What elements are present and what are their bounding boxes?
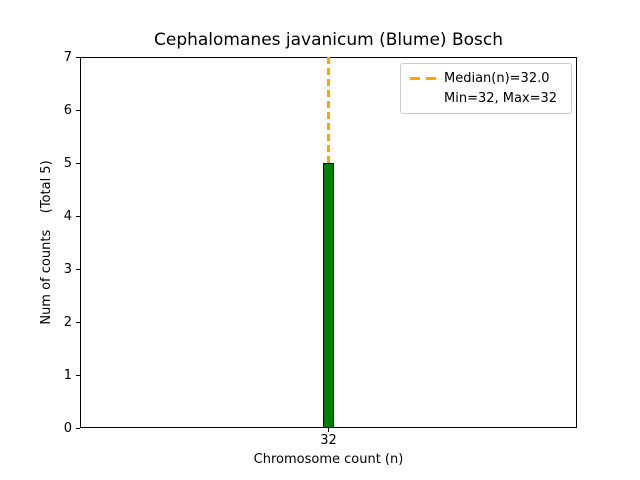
y-tick-mark	[76, 269, 80, 270]
y-tick-mark	[76, 163, 80, 164]
legend-item-minmax: Min=32, Max=32	[410, 89, 563, 108]
y-tick-mark	[76, 375, 80, 376]
y-tick-mark	[76, 57, 80, 58]
y-tick-mark	[76, 428, 80, 429]
legend-swatch-spacer	[410, 97, 436, 100]
chart-figure: Cephalomanes javanicum (Blume) Bosch 32 …	[0, 0, 640, 480]
y-tick-mark	[76, 110, 80, 111]
median-dashed-line-swatch	[410, 77, 436, 80]
legend-item-median: Median(n)=32.0	[410, 69, 563, 88]
chart-title: Cephalomanes javanicum (Blume) Bosch	[80, 29, 577, 51]
y-axis-label: Num of counts (Total 5)	[37, 57, 56, 428]
y-tick-mark	[76, 216, 80, 217]
legend-median-label: Median(n)=32.0	[444, 69, 550, 88]
x-axis-label: Chromosome count (n)	[80, 452, 577, 468]
y-tick-mark	[76, 322, 80, 323]
histogram-bar	[323, 163, 334, 428]
x-tick-label: 32	[309, 433, 349, 448]
legend-minmax-label: Min=32, Max=32	[444, 89, 557, 108]
x-tick-mark	[328, 428, 329, 432]
legend: Median(n)=32.0 Min=32, Max=32	[400, 63, 572, 114]
